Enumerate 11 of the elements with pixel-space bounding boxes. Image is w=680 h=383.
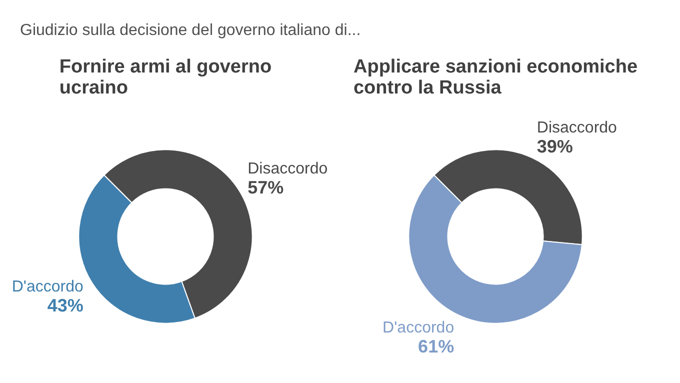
data-label: 57% (248, 177, 284, 198)
chart-title: Applicare sanzioni economiche contro la Russia (353, 56, 638, 98)
data-label: 39% (536, 136, 573, 157)
chart-title: Fornire armi al governo ucraino (59, 56, 272, 98)
data-label: 61% (418, 336, 454, 356)
slice-label: Disaccordo (248, 160, 328, 178)
data-label: 43% (47, 296, 84, 316)
text: Giudizio sulla decisione del governo italiano di... (20, 21, 361, 41)
slice-label: D'accordo (12, 278, 84, 296)
slice-label: Disaccordo (536, 120, 618, 137)
slice-label: D'accordo (382, 319, 454, 336)
